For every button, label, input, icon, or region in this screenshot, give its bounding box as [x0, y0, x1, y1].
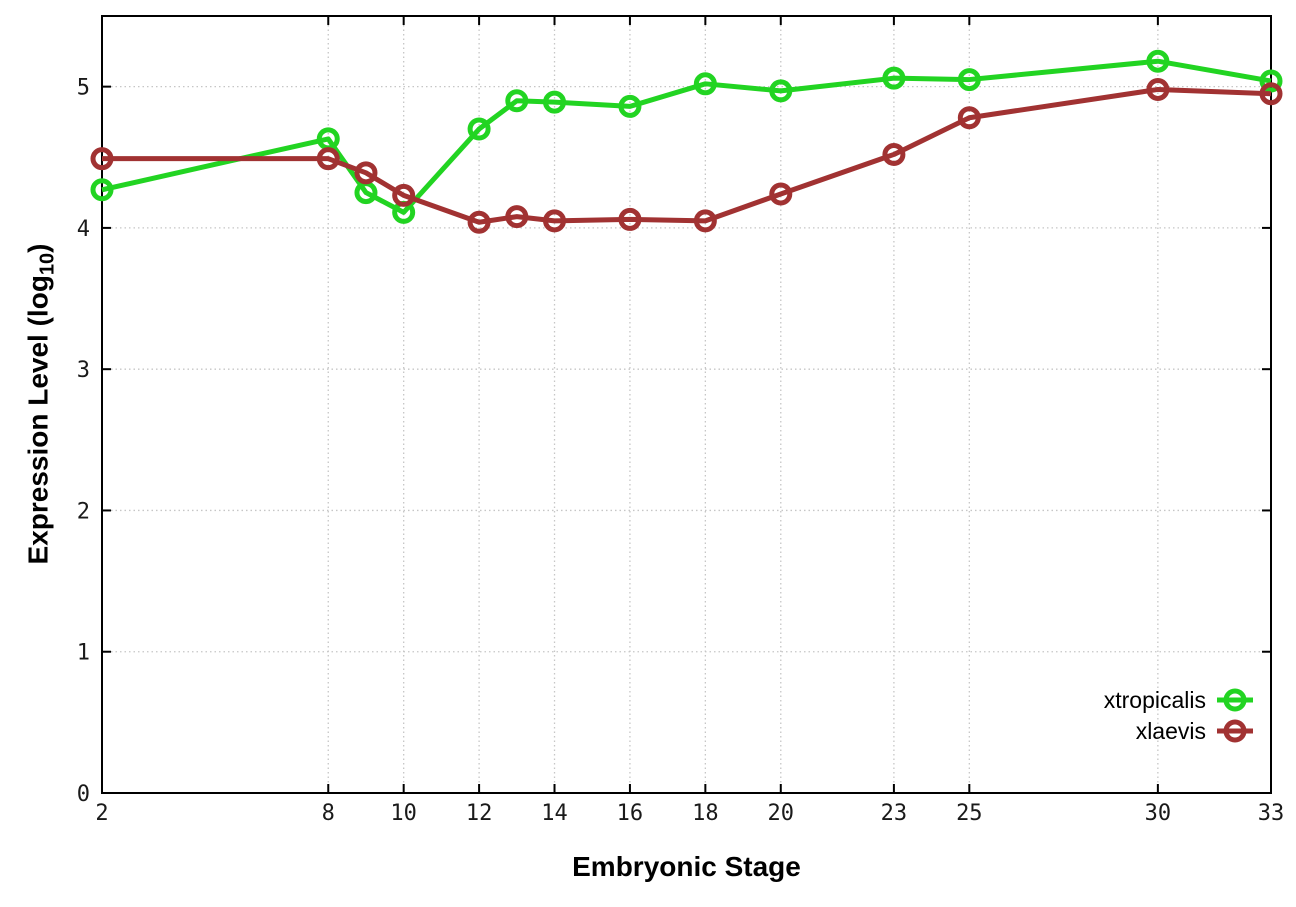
y-axis-title-text: Expression Level (log: [22, 275, 54, 565]
x-tick-label: 8: [322, 801, 335, 826]
data-point-xlaevis: [769, 182, 793, 206]
x-tick-label: 18: [692, 801, 719, 826]
plot-border: [101, 15, 1272, 794]
x-tick-label: 33: [1258, 801, 1285, 826]
y-axis-title: Expression Level (log10): [23, 244, 60, 565]
legend-label-xlaevis: xlaevis: [1135, 717, 1206, 744]
data-point-xtropicalis: [618, 94, 642, 118]
data-point-xtropicalis: [957, 68, 981, 92]
legend-sample-point: [1223, 688, 1247, 712]
data-point-xlaevis: [354, 161, 378, 185]
y-tick-label: 3: [77, 358, 90, 383]
data-point-xtropicalis: [543, 90, 567, 114]
data-point-xlaevis: [316, 147, 340, 171]
legend-label-xtropicalis: xtropicalis: [1103, 686, 1206, 713]
x-tick-label: 30: [1145, 801, 1172, 826]
x-tick-label: 2: [95, 801, 108, 826]
data-point-xtropicalis: [505, 89, 529, 113]
x-tick-label: 10: [390, 801, 417, 826]
data-point-xtropicalis: [882, 66, 906, 90]
y-tick-label: 4: [77, 217, 90, 242]
data-point-xlaevis: [693, 209, 717, 233]
legend-marker-xlaevis: [1217, 719, 1253, 743]
data-point-xtropicalis: [90, 178, 114, 202]
y-axis-title-suffix: ): [22, 243, 54, 253]
data-point-xlaevis: [618, 207, 642, 231]
data-point-xtropicalis: [769, 79, 793, 103]
data-point-xlaevis: [392, 183, 416, 207]
legend-sample-point: [1223, 719, 1247, 743]
data-point-xtropicalis: [693, 72, 717, 96]
x-tick-label: 14: [541, 801, 568, 826]
y-tick-label: 5: [77, 76, 90, 101]
data-point-xtropicalis: [1146, 49, 1170, 73]
data-point-xlaevis: [957, 106, 981, 130]
data-point-xlaevis: [90, 147, 114, 171]
x-tick-label: 16: [617, 801, 644, 826]
data-point-xlaevis: [467, 210, 491, 234]
x-tick-label: 20: [768, 801, 795, 826]
y-tick-label: 0: [77, 782, 90, 807]
legend-entry-xlaevis: xlaevis: [1136, 717, 1253, 745]
data-point-xlaevis: [543, 209, 567, 233]
data-point-xlaevis: [1146, 77, 1170, 101]
data-point-xlaevis: [1259, 82, 1283, 106]
legend-entry-xtropicalis: xtropicalis: [1104, 686, 1253, 714]
legend-marker-xtropicalis: [1217, 688, 1253, 712]
x-tick-label: 12: [466, 801, 493, 826]
y-axis-title-subscript: 10: [36, 252, 59, 276]
data-point-xtropicalis: [1259, 69, 1283, 93]
data-point-xlaevis: [505, 205, 529, 229]
x-tick-label: 23: [881, 801, 908, 826]
y-tick-label: 1: [77, 641, 90, 666]
x-axis-title: Embryonic Stage: [572, 851, 801, 882]
data-point-xlaevis: [882, 142, 906, 166]
x-tick-label: 25: [956, 801, 983, 826]
y-tick-label: 2: [77, 499, 90, 524]
data-point-xtropicalis: [467, 117, 491, 141]
